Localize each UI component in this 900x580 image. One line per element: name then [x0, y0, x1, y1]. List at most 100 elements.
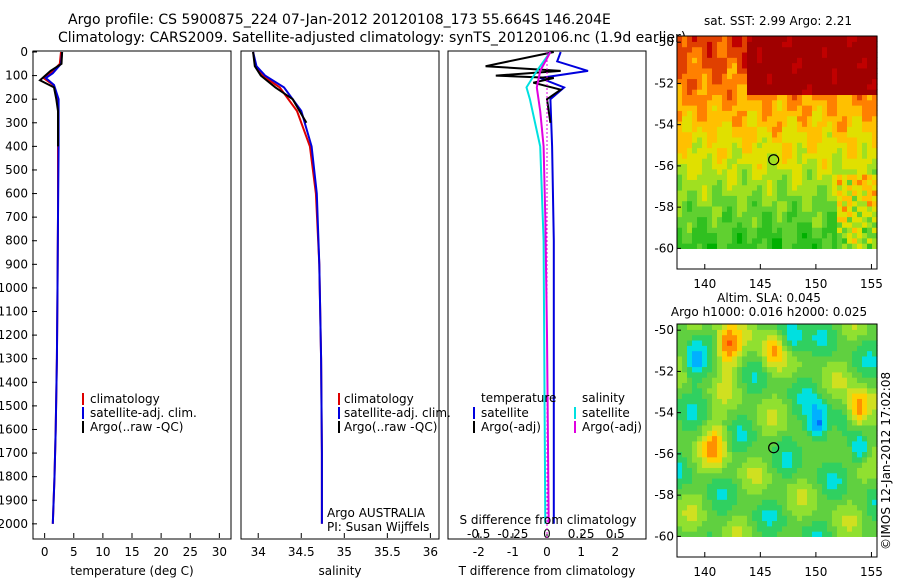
map-cell: [792, 472, 798, 479]
map-cell: [677, 440, 683, 447]
map-cell: [742, 355, 748, 362]
map-cell: [707, 382, 713, 389]
map-cell: [782, 78, 788, 85]
map-cell: [762, 237, 768, 244]
map-cell: [862, 334, 868, 341]
series-s-argo-adj--line: [535, 51, 552, 524]
map-cell: [677, 377, 683, 384]
map-cell: [732, 329, 738, 336]
map-cell: [712, 73, 718, 80]
map-cell: [737, 435, 743, 442]
map-cell: [702, 355, 708, 362]
map-cell: [817, 355, 823, 362]
map-cell: [692, 57, 698, 64]
map-cell: [802, 57, 808, 64]
map-cell: [797, 371, 803, 378]
map-cell: [747, 163, 753, 170]
map-cell: [757, 435, 763, 442]
map-cell: [777, 324, 783, 330]
map-cell: [827, 472, 833, 479]
map-cell: [747, 499, 753, 506]
map-cell: [732, 467, 738, 474]
map-cell: [757, 387, 763, 394]
map-cell: [807, 472, 813, 479]
map-cell: [762, 158, 768, 165]
map-cell: [792, 451, 798, 458]
map-cell: [737, 120, 743, 127]
map-cell: [832, 324, 838, 330]
map-cell: [707, 41, 713, 48]
map-cell: [757, 472, 763, 479]
map-cell: [832, 382, 838, 389]
map-cell: [802, 205, 808, 212]
map-cell: [827, 371, 833, 378]
map-cell: [792, 99, 798, 106]
map-cell: [782, 89, 788, 96]
map-cell: [687, 237, 693, 244]
map-cell: [702, 147, 708, 154]
map-cell: [802, 99, 808, 106]
map-cell: [712, 99, 718, 106]
map-cell: [692, 131, 698, 138]
map-cell: [817, 414, 823, 421]
map-cell: [762, 509, 768, 516]
map-cell: [687, 216, 693, 223]
map-cell: [677, 398, 683, 405]
map-cell: [817, 350, 823, 357]
map-cell: [847, 120, 853, 127]
map-cell: [742, 499, 748, 506]
map-cell: [782, 174, 788, 180]
map-cell: [732, 205, 738, 212]
map-cell: [817, 189, 823, 196]
map-cell: [792, 142, 798, 149]
map-cell: [677, 83, 683, 90]
map-cell: [787, 46, 793, 53]
map-cell: [777, 350, 783, 357]
map-cell: [722, 366, 728, 373]
map-cell: [842, 46, 848, 53]
map-cell: [742, 120, 748, 127]
map-cell: [797, 73, 803, 80]
map-cell: [682, 382, 688, 389]
map-cell: [822, 152, 828, 159]
map-cell: [767, 382, 773, 389]
map-cell: [782, 531, 788, 537]
y-tick-label: 400: [5, 139, 28, 153]
map-cell: [742, 520, 748, 527]
map-cell: [707, 163, 713, 170]
map-cell: [787, 216, 793, 223]
map-cell: [872, 136, 878, 143]
map-cell: [707, 142, 713, 149]
map-cell: [787, 520, 793, 527]
map-cell: [677, 414, 683, 421]
map-cell: [692, 147, 698, 154]
map-cell: [682, 62, 688, 69]
map-cell: [872, 472, 878, 479]
map-cell: [727, 398, 733, 405]
map-cell: [757, 62, 763, 69]
map-cell: [682, 179, 688, 186]
map-cell: [772, 83, 778, 90]
map-cell: [737, 382, 743, 389]
map-cell: [832, 147, 838, 154]
map-cell: [772, 105, 778, 111]
map-cell: [827, 393, 833, 399]
map-cell: [697, 232, 703, 239]
map-cell: [727, 361, 733, 368]
map-cell: [767, 211, 773, 218]
map-cell: [812, 174, 818, 180]
map-cell: [797, 451, 803, 458]
map-cell: [737, 36, 743, 42]
map-cell: [752, 483, 758, 490]
map-cell: [867, 94, 873, 101]
map-cell: [817, 184, 823, 191]
map-cell: [742, 462, 748, 468]
map-cell: [712, 184, 718, 191]
map-cell: [782, 377, 788, 384]
map-cell: [827, 366, 833, 373]
map-cell: [737, 430, 743, 437]
map-cell: [697, 221, 703, 228]
map-cell: [792, 329, 798, 336]
map-cell: [792, 36, 798, 42]
map-cell: [687, 345, 693, 352]
